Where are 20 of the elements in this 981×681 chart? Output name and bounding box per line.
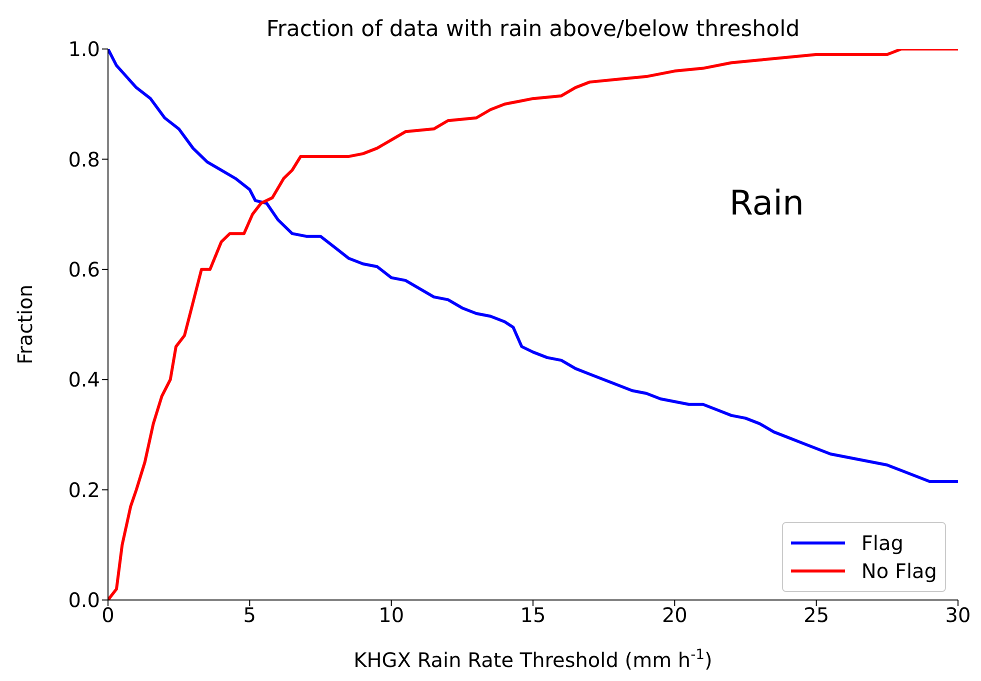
y-tick-label: 0.4	[68, 368, 100, 392]
x-axis-title: KHGX Rain Rate Threshold (mm h$^{-1}$)	[354, 647, 712, 672]
y-axis-title: Fraction	[13, 284, 37, 364]
line-series	[108, 49, 958, 484]
x-tick-label: 30	[945, 603, 971, 628]
y-tick-label: 0.2	[68, 478, 100, 502]
x-tick-label: 5	[243, 603, 256, 628]
annotation: Rain	[729, 183, 804, 224]
y-tick-label: 0.0	[68, 588, 100, 612]
chart-title: Fraction of data with rain above/below threshold	[266, 17, 800, 42]
x-tick-label: 0	[102, 603, 114, 628]
y-tick-label: 1.0	[68, 37, 100, 62]
x-tick-label: 25	[804, 603, 830, 628]
y-tick-label: 0.8	[68, 147, 100, 172]
x-tick-label: 15	[520, 603, 546, 628]
legend-label: Flag	[861, 531, 904, 555]
x-tick-label: 10	[378, 603, 404, 628]
y-tick-label: 0.6	[68, 258, 100, 282]
x-tick-label: 20	[662, 603, 688, 628]
legend-label: No Flag	[861, 559, 937, 583]
